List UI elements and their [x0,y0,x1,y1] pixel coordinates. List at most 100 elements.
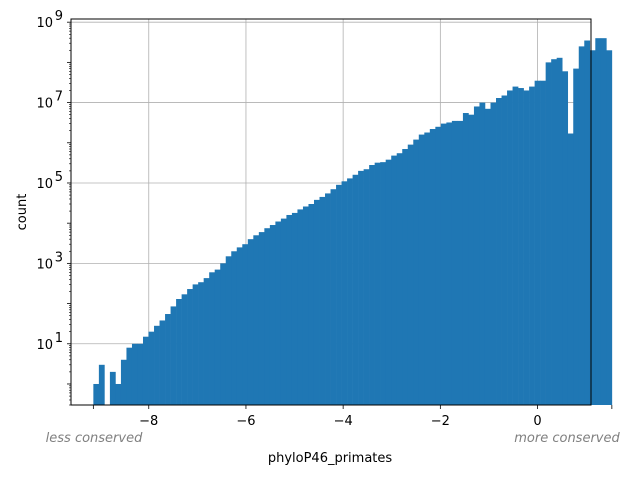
histogram-bar [578,46,585,406]
histogram-bar [225,256,232,405]
y-tick-label-3: 10 [36,97,53,112]
histogram-bar [374,162,381,405]
histogram-bar [115,383,122,405]
histogram-bar [302,206,309,405]
y-tick-exponent-1: 3 [55,250,63,265]
histogram-bar [424,132,431,405]
histogram-bar [573,68,580,405]
histogram-bar [540,80,546,406]
histogram-bar [545,62,552,405]
histogram-bar [126,347,133,405]
y-tick-label-2: 10 [36,177,53,192]
histogram-bar [142,336,149,405]
histogram-bar [192,284,199,405]
y-tick-exponent-3: 7 [55,90,63,105]
histogram-bar [551,59,557,405]
histogram-bar [291,212,298,405]
x-axis-ticks: −8 −6 −4 −2 0 [92,405,613,429]
y-tick-label-4: 10 [36,16,53,31]
histogram-bar [280,218,287,405]
histogram-bar [501,95,508,405]
histogram-bar [567,133,574,406]
histogram-bar [269,225,276,405]
histogram-bar [600,38,607,405]
histogram-bars [93,38,613,406]
histogram-bar [462,113,469,405]
histogram-bar [352,174,359,405]
histogram-bar [209,272,216,405]
histogram-bar [336,184,342,405]
histogram-bar [429,129,436,405]
histogram-bar [363,169,370,405]
histogram-bar [418,134,425,406]
histogram-bar [98,364,105,405]
histogram-bar [165,314,171,405]
histogram-bar [457,120,464,406]
histogram-bar [203,278,210,405]
histogram-bar [214,269,221,405]
histogram-bar [286,214,293,405]
plot-frame [70,18,592,406]
histogram-bar [313,199,320,405]
x-tick-label-3: −2 [431,414,450,429]
histogram-bar [589,50,596,405]
histogram-bar [479,102,486,406]
histogram-bar [512,86,519,406]
y-tick-label-1: 10 [36,257,53,272]
histogram-bar [484,108,491,405]
histogram-bar [396,153,403,405]
histogram-bar [341,181,348,405]
histogram-bar [187,289,193,405]
x-tick-label-2: −4 [334,414,353,429]
histogram-bar [358,170,364,405]
histogram-bar [264,228,271,405]
y-tick-label-0: 10 [36,338,53,353]
histogram-bar [236,247,243,405]
histogram-bar [319,196,326,405]
histogram-bar [176,299,182,405]
histogram-bar [242,244,249,405]
histogram-bar [407,144,414,405]
histogram-bar [556,57,563,406]
histogram-bar [275,221,282,405]
histogram-bar [523,90,530,405]
histogram-bar [490,102,497,406]
histogram-bar [93,383,100,405]
histogram-bar [369,165,375,405]
histogram-bar [198,282,204,405]
histogram-bar [297,209,304,405]
histogram-bar [518,88,524,405]
histogram-bar [253,235,260,405]
histogram-bar [391,155,398,405]
histogram-bar [468,114,475,406]
x-axis-label: phyloP46_primates [268,451,393,466]
histogram-bar [584,40,591,406]
more-conserved-note: more conserved [514,431,620,446]
histogram-bar [507,90,513,405]
histogram-bar [402,149,409,405]
histogram-bar [308,204,315,405]
histogram-bar [325,193,331,405]
histogram-bar [347,178,353,405]
histogram-bar [154,325,160,405]
histogram-bar [595,38,602,405]
histogram-bar [170,306,177,405]
histogram-bar [159,320,166,405]
histogram-bar [451,120,458,406]
less-conserved-note: less conserved [46,431,143,446]
y-tick-exponent-0: 1 [55,331,63,346]
histogram-bar [529,86,535,406]
y-tick-exponent-4: 9 [55,9,63,24]
x-tick-label-1: −6 [236,414,255,429]
histogram-bar [231,251,238,405]
histogram-bar [258,232,265,405]
histogram-bar [137,343,144,405]
x-tick-label-0: −8 [139,414,158,429]
histogram-bar [446,122,453,405]
histogram-bar [220,263,227,405]
histogram-bar [120,359,127,405]
histogram-bar [534,80,541,406]
histogram-bar [148,331,155,405]
